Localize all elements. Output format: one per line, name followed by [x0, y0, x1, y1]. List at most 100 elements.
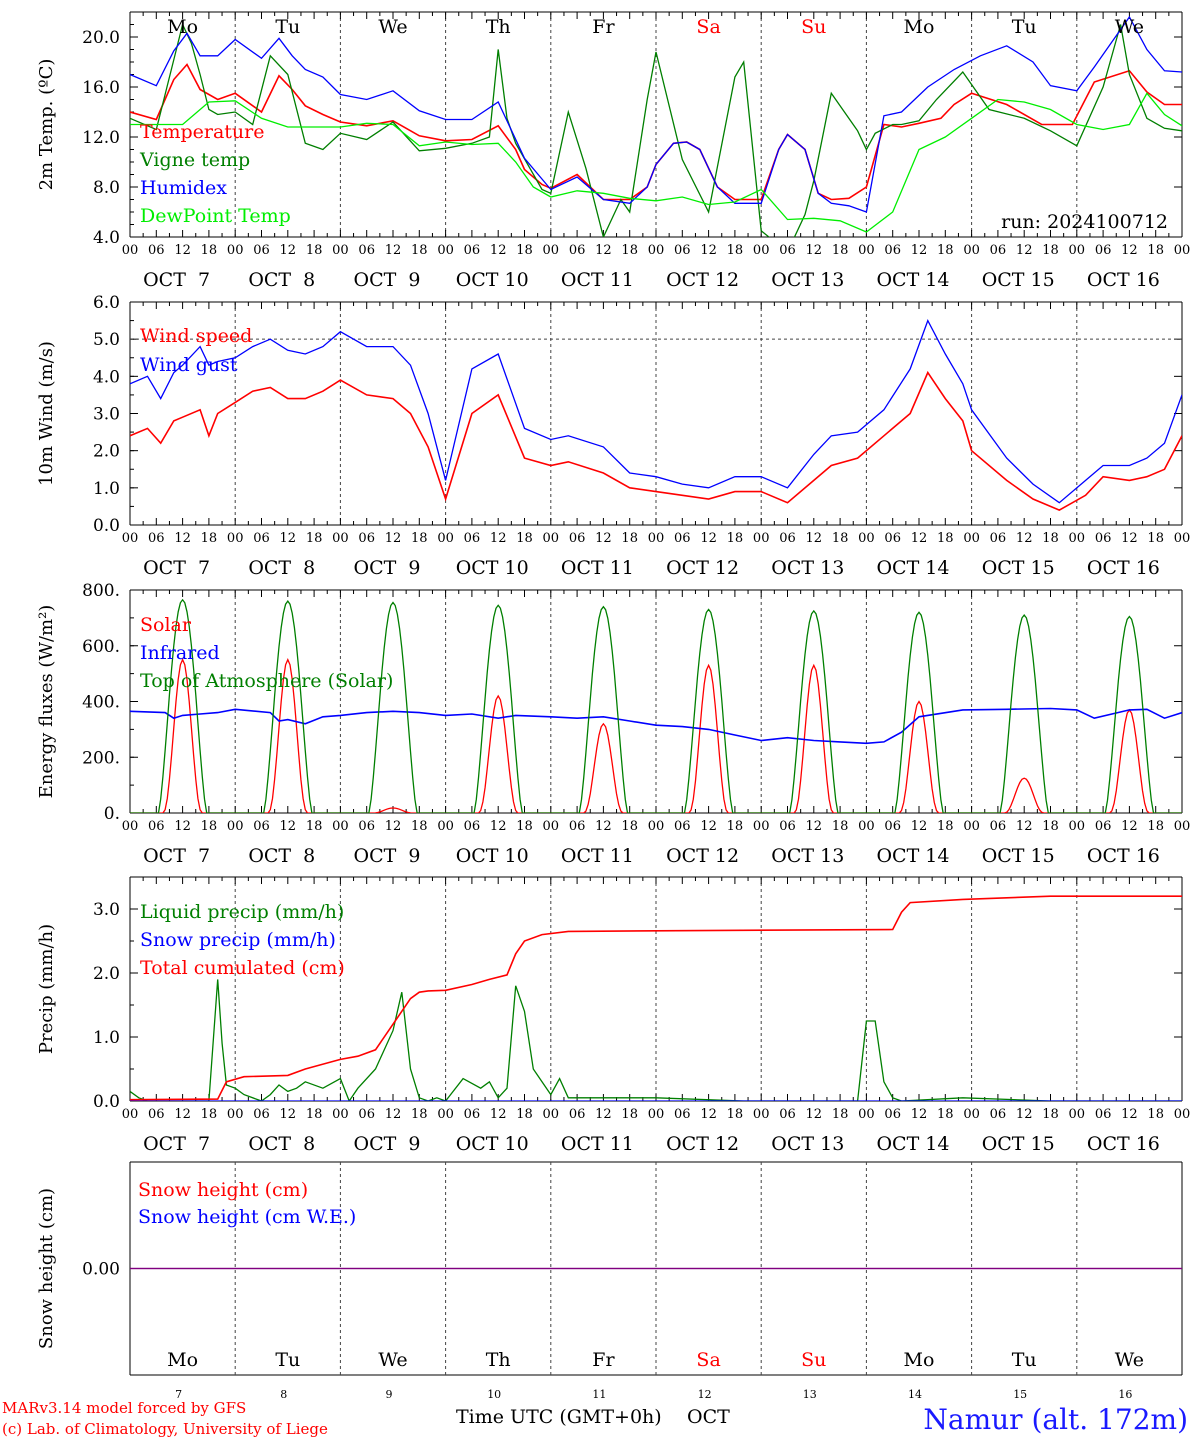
hour-tick-label: 12 [1016, 243, 1033, 258]
series-line-wind-speed [130, 370, 1182, 511]
hour-tick-label: 06 [1095, 243, 1112, 258]
weekday-label: Fr [592, 1349, 615, 1371]
hour-tick-label: 18 [1147, 531, 1164, 546]
hour-tick-label: 18 [516, 1107, 533, 1122]
hour-tick-label: 00 [963, 531, 980, 546]
hour-tick-label: 06 [464, 243, 481, 258]
date-label: OCT 13 [771, 557, 844, 579]
hour-tick-label: 06 [990, 243, 1007, 258]
hour-tick-label: 00 [648, 531, 665, 546]
hour-tick-label: 18 [201, 531, 218, 546]
hour-tick-label: 00 [1174, 1107, 1191, 1122]
y-tick-label: 8.0 [93, 178, 120, 198]
hour-tick-label: 18 [201, 1107, 218, 1122]
hour-tick-label: 12 [911, 1107, 928, 1122]
weekday-label: Th [486, 1349, 511, 1371]
hour-tick-label: 06 [779, 243, 796, 258]
hour-tick-label: 18 [306, 531, 323, 546]
hour-tick-label: 06 [1095, 1107, 1112, 1122]
hour-tick-label: 12 [1016, 1107, 1033, 1122]
hour-tick-label: 12 [490, 819, 507, 834]
hour-tick-label: 00 [1174, 819, 1191, 834]
hour-tick-label: 18 [621, 1107, 638, 1122]
hour-tick-label: 00 [1174, 531, 1191, 546]
hour-tick-label: 18 [1042, 1107, 1059, 1122]
hour-tick-label: 18 [832, 243, 849, 258]
weekday-label: We [378, 16, 407, 38]
weekday-label: Tu [275, 16, 300, 38]
day-number-label: 14 [908, 1388, 922, 1401]
hour-tick-label: 00 [437, 243, 454, 258]
hour-tick-label: 00 [437, 531, 454, 546]
hour-tick-label: 18 [306, 243, 323, 258]
panel-5 [129, 1161, 1183, 1376]
y-tick-label: 200. [82, 748, 120, 768]
hour-tick-label: 12 [806, 1107, 823, 1122]
hour-tick-label: 12 [1016, 819, 1033, 834]
hour-tick-label: 00 [753, 1107, 770, 1122]
hour-tick-label: 18 [1147, 819, 1164, 834]
hour-tick-label: 18 [937, 243, 954, 258]
day-number-label: 7 [175, 1388, 182, 1401]
hour-tick-label: 18 [516, 819, 533, 834]
hour-tick-label: 06 [1095, 531, 1112, 546]
panel-4 [129, 876, 1183, 1102]
date-label: OCT 16 [1087, 269, 1160, 291]
hour-tick-label: 06 [148, 819, 165, 834]
legend-dewpoint-temp: DewPoint Temp [140, 205, 291, 227]
weekday-label: Su [801, 16, 826, 38]
series-line-wind-gust [130, 318, 1182, 504]
y-tick-label: 3.0 [93, 900, 120, 920]
hour-tick-label: 12 [385, 819, 402, 834]
hour-tick-label: 06 [674, 243, 691, 258]
legend-solar: Solar [140, 614, 192, 636]
legend-wind-speed: Wind speed [140, 325, 252, 347]
date-label: OCT 10 [456, 557, 529, 579]
date-label: OCT 11 [561, 845, 634, 867]
date-label: OCT 9 [354, 557, 421, 579]
hour-tick-label: 06 [990, 1107, 1007, 1122]
hour-tick-label: 12 [280, 819, 297, 834]
date-label: OCT 15 [982, 269, 1055, 291]
series-line-dewpoint-temp [130, 92, 1182, 233]
weekday-label: We [1115, 1349, 1144, 1371]
date-label: OCT 8 [248, 557, 315, 579]
hour-tick-label: 00 [648, 243, 665, 258]
y-tick-label: 3.0 [93, 405, 120, 425]
day-number-label: 10 [487, 1388, 501, 1401]
series-line-humidex [130, 15, 1182, 213]
hour-tick-label: 12 [595, 1107, 612, 1122]
hour-tick-label: 12 [280, 531, 297, 546]
day-number-label: 12 [698, 1388, 712, 1401]
hour-tick-label: 12 [806, 819, 823, 834]
hour-tick-label: 00 [1174, 243, 1191, 258]
hour-tick-label: 18 [516, 531, 533, 546]
hour-tick-label: 06 [990, 531, 1007, 546]
date-label: OCT 8 [248, 845, 315, 867]
day-number-label: 9 [386, 1388, 393, 1401]
hour-tick-label: 18 [937, 819, 954, 834]
hour-tick-label: 06 [779, 531, 796, 546]
series-line-liquid-precip-mm-h- [130, 979, 1182, 1101]
weekday-label: Mo [167, 16, 198, 38]
hour-tick-label: 00 [543, 531, 560, 546]
panel-2 [129, 301, 1183, 526]
y-tick-label: 16.0 [82, 78, 120, 98]
date-label: OCT 7 [143, 269, 210, 291]
hour-tick-label: 06 [253, 243, 270, 258]
hour-tick-label: 12 [174, 819, 191, 834]
y-tick-label: 0. [104, 804, 120, 824]
date-label: OCT 14 [876, 557, 949, 579]
hour-tick-label: 12 [595, 819, 612, 834]
hour-tick-label: 18 [1042, 243, 1059, 258]
hour-tick-label: 18 [1042, 819, 1059, 834]
x-axis-label: Time UTC (GMT+0h) [456, 1406, 662, 1428]
y-tick-label: 6.0 [93, 293, 120, 313]
weekday-label: We [1115, 16, 1144, 38]
date-label: OCT 10 [456, 845, 529, 867]
weekday-label: Sa [696, 1349, 720, 1371]
date-label: OCT 15 [982, 557, 1055, 579]
hour-tick-label: 06 [253, 819, 270, 834]
y-tick-label: 400. [82, 693, 120, 713]
